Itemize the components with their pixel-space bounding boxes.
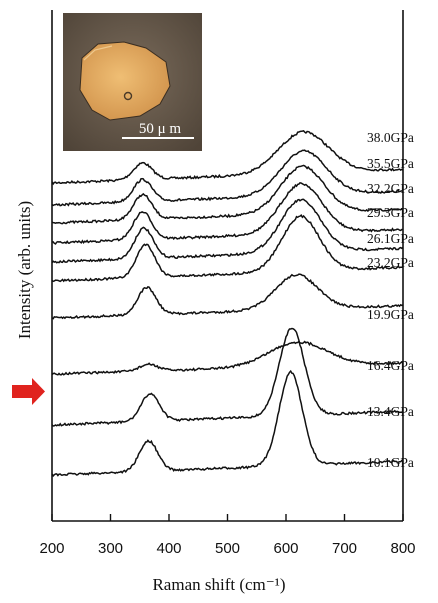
spectrum-line — [51, 214, 403, 283]
series-label: 10.1GPa — [367, 455, 414, 470]
series-label: 35.5GPa — [367, 156, 414, 171]
series-label: 23.2GPa — [367, 255, 414, 270]
x-tick-labels: 200 300 400 500 600 700 800 — [39, 540, 415, 557]
spectrum-line — [51, 369, 404, 478]
scale-bar-label: 50 μ m — [139, 121, 182, 137]
series-label: 13.4GPa — [367, 404, 414, 419]
series-label: 32.2GPa — [367, 181, 414, 196]
x-tick-label: 700 — [332, 540, 357, 557]
series-label: 19.9GPa — [367, 307, 414, 322]
series-label: 38.0GPa — [367, 130, 414, 145]
series-label: 16.4GPa — [367, 358, 414, 373]
spectra — [51, 129, 404, 478]
inset-micrograph: 50 μ m — [63, 13, 202, 151]
spectrum-line — [52, 181, 403, 245]
x-tick-label: 800 — [390, 540, 415, 557]
spectrum-line — [51, 327, 404, 427]
red-arrow-icon — [12, 378, 45, 405]
x-tick-label: 400 — [156, 540, 181, 557]
crystal-shape — [79, 41, 171, 121]
series-label: 29.3GPa — [367, 205, 414, 220]
spectrum-line — [51, 198, 404, 264]
spectrum-line — [51, 129, 404, 186]
y-axis-title: Intensity (arb. units) — [15, 201, 34, 339]
spectrum-line — [51, 164, 404, 225]
x-ticks — [51, 514, 404, 521]
spectrum-line — [51, 340, 404, 376]
x-tick-label: 300 — [98, 540, 123, 557]
x-tick-label: 200 — [39, 540, 64, 557]
series-label: 26.1GPa — [367, 231, 414, 246]
series-labels: 38.0GPa 35.5GPa 32.2GPa 29.3GPa 26.1GPa 23.2G… — [367, 130, 414, 470]
spectrum-line — [51, 273, 404, 320]
spectrum-line — [51, 149, 404, 207]
x-axis-title: Raman shift (cm⁻¹) — [152, 575, 285, 594]
x-tick-label: 600 — [273, 540, 298, 557]
x-tick-label: 500 — [215, 540, 240, 557]
